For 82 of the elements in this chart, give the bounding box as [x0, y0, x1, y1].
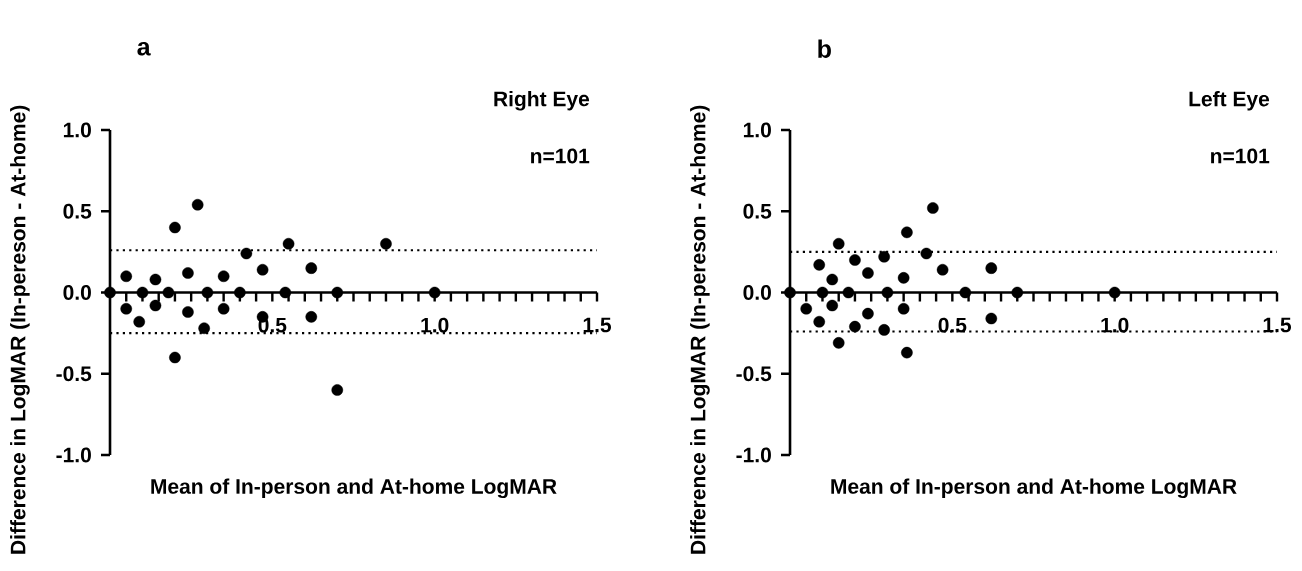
text: b: [818, 39, 831, 58]
point: [120, 270, 133, 283]
y-tick-label: 0.0: [63, 285, 91, 300]
point: [832, 237, 845, 250]
point: [832, 337, 845, 349]
x-tick-label: 0.5: [938, 317, 967, 333]
point: [149, 273, 162, 286]
point: [959, 286, 972, 299]
annotation: n=101: [1211, 148, 1270, 164]
point: [169, 351, 181, 364]
point: [1108, 286, 1121, 299]
text: Left Eye: [1189, 90, 1270, 111]
point: [380, 237, 392, 250]
point: [279, 286, 292, 299]
point: [282, 237, 295, 250]
point: [133, 315, 146, 328]
point: [849, 254, 861, 266]
point: [182, 306, 194, 318]
y-tick-label: 0.5: [63, 203, 92, 219]
point: [813, 315, 826, 328]
point: [927, 202, 939, 214]
point: [842, 286, 855, 299]
point: [901, 346, 913, 359]
x-tick-label: 1.0: [1101, 317, 1129, 333]
point: [936, 263, 949, 276]
point: [198, 322, 210, 335]
y-tick-label: -0.5: [736, 366, 772, 382]
point: [878, 324, 890, 336]
y-tick-label: 0.5: [743, 203, 772, 219]
point: [920, 247, 933, 260]
x-axis-title: Mean of In-person and At-home LogMAR: [831, 478, 1237, 499]
text: a: [137, 41, 151, 56]
point: [162, 286, 175, 299]
x-tick-label: 1.0: [421, 317, 449, 333]
point: [428, 286, 441, 299]
point: [862, 307, 874, 320]
y-tick-label: -1.0: [56, 447, 91, 463]
y-axis-title: Difference in LogMAR (In-pereson - At-home): [10, 105, 30, 554]
y-tick-label: 1.0: [743, 122, 771, 138]
point: [217, 270, 230, 283]
x-tick-label: 1.5: [1263, 317, 1292, 333]
point: [104, 286, 116, 299]
point: [217, 302, 230, 315]
point: [849, 320, 861, 333]
point: [881, 286, 894, 299]
y-tick-label: 0.0: [743, 285, 771, 300]
point: [305, 311, 318, 323]
point: [897, 272, 910, 284]
point: [182, 267, 194, 279]
point: [136, 286, 149, 299]
point: [901, 226, 913, 239]
point: [1011, 286, 1024, 299]
point: [897, 302, 910, 315]
point: [191, 198, 204, 211]
point: [813, 259, 826, 271]
y-axis-title: Difference in LogMAR (In-pereson - At-home): [690, 105, 710, 554]
point: [169, 221, 181, 234]
point: [862, 267, 874, 279]
point: [826, 273, 839, 286]
point: [784, 286, 796, 299]
point: [149, 299, 162, 312]
point: [826, 299, 839, 312]
x-axis-title: Mean of In-person and At-home LogMAR: [151, 478, 557, 499]
point: [120, 302, 133, 315]
point: [331, 286, 344, 299]
point: [240, 247, 253, 260]
point: [256, 263, 269, 276]
point: [331, 384, 344, 396]
point: [305, 262, 318, 274]
text: Right Eye: [494, 90, 590, 111]
point: [878, 250, 890, 263]
point: [985, 262, 998, 274]
x-tick-label: 1.5: [583, 317, 612, 333]
point: [985, 312, 998, 325]
point: [800, 302, 813, 315]
y-tick-label: 1.0: [63, 122, 91, 138]
point: [201, 286, 214, 299]
annotation: n=101: [531, 148, 590, 164]
y-tick-label: -0.5: [56, 366, 92, 382]
point: [234, 286, 246, 299]
point: [816, 286, 829, 299]
y-tick-label: -1.0: [736, 447, 771, 463]
